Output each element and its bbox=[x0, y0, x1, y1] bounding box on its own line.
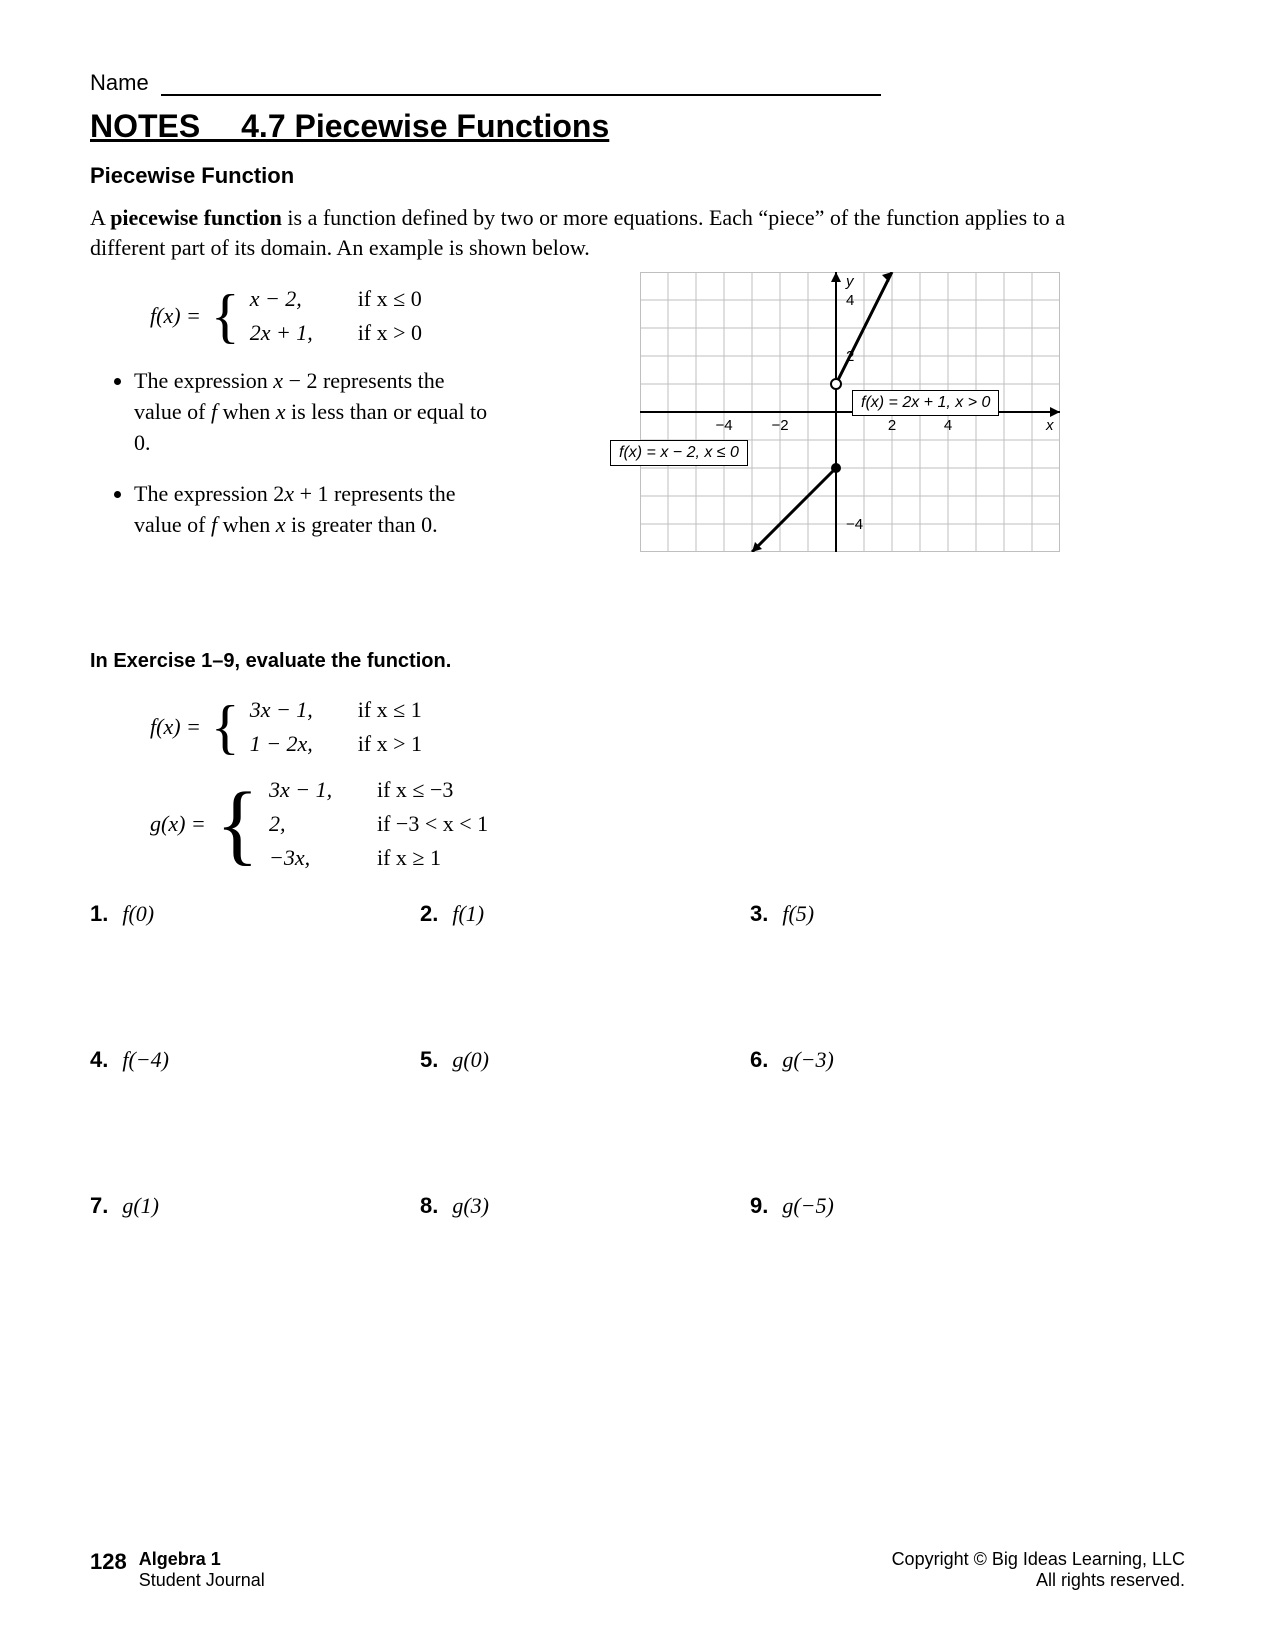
svg-text:2: 2 bbox=[888, 417, 896, 434]
problem-number: 9. bbox=[750, 1193, 768, 1219]
f-lhs: f(x) = bbox=[150, 714, 201, 740]
case-cond: if −3 < x < 1 bbox=[377, 811, 488, 837]
problem-number: 8. bbox=[420, 1193, 438, 1219]
example-row: f(x) = { x − 2, if x ≤ 0 2x + 1, if x > 0 T… bbox=[90, 262, 1185, 560]
footer-right: Copyright © Big Ideas Learning, LLC All … bbox=[892, 1549, 1185, 1591]
problem-expr: g(0) bbox=[452, 1047, 489, 1073]
copyright-2: All rights reserved. bbox=[892, 1570, 1185, 1591]
case-expr: x − 2, bbox=[250, 286, 340, 312]
problem: 3. f(5) bbox=[750, 901, 1080, 927]
case-expr: 3x − 1, bbox=[269, 777, 359, 803]
svg-text:4: 4 bbox=[944, 417, 952, 434]
problem-expr: g(3) bbox=[452, 1193, 489, 1219]
problems: 1. f(0) 2. f(1) 3. f(5) 4. f(−4) 5. g(0) 6. g(−3) 7.… bbox=[90, 901, 1185, 1219]
problem-number: 7. bbox=[90, 1193, 108, 1219]
page-number: 128 bbox=[90, 1549, 127, 1575]
copyright-1: Copyright © Big Ideas Learning, LLC bbox=[892, 1549, 1185, 1570]
example-cases: x − 2, if x ≤ 0 2x + 1, if x > 0 bbox=[250, 286, 422, 346]
g-piecewise: g(x) = { 3x − 1, if x ≤ −3 2, if −3 < x < 1… bbox=[150, 777, 1185, 871]
problem-number: 2. bbox=[420, 901, 438, 927]
case-cond: if x ≥ 1 bbox=[377, 845, 441, 871]
example-right: −4−22442−4xy f(x) = x − 2, x ≤ 0 f(x) = … bbox=[640, 262, 1110, 552]
problem-expr: g(−3) bbox=[782, 1047, 834, 1073]
name-label: Name bbox=[90, 70, 149, 95]
example-bullets: The expression x − 2 represents the valu… bbox=[90, 366, 610, 540]
problem: 8. g(3) bbox=[420, 1193, 750, 1219]
problem: 4. f(−4) bbox=[90, 1047, 420, 1073]
problem: 2. f(1) bbox=[420, 901, 750, 927]
svg-text:−2: −2 bbox=[771, 417, 788, 434]
g-cases: 3x − 1, if x ≤ −3 2, if −3 < x < 1 −3x, if x … bbox=[269, 777, 488, 871]
graph: −4−22442−4xy f(x) = x − 2, x ≤ 0 f(x) = … bbox=[640, 272, 1060, 552]
problem-expr: g(1) bbox=[122, 1193, 159, 1219]
problem-expr: f(0) bbox=[122, 901, 154, 927]
exercise-header: In Exercise 1–9, evaluate the function. bbox=[90, 650, 1185, 673]
problem-number: 1. bbox=[90, 901, 108, 927]
footer-book: Algebra 1 Student Journal bbox=[139, 1549, 265, 1591]
example-lhs: f(x) = bbox=[150, 303, 201, 329]
bullet-item: The expression 2x + 1 represents the val… bbox=[134, 479, 494, 541]
problem-expr: g(−5) bbox=[782, 1193, 834, 1219]
f-cases: 3x − 1, if x ≤ 1 1 − 2x, if x > 1 bbox=[250, 697, 422, 757]
graph-label-2: f(x) = 2x + 1, x > 0 bbox=[852, 390, 999, 416]
brace-icon: { bbox=[211, 301, 240, 331]
bullet-item: The expression x − 2 represents the valu… bbox=[134, 366, 494, 458]
footer: 128 Algebra 1 Student Journal Copyright … bbox=[90, 1549, 1185, 1591]
problem-expr: f(5) bbox=[782, 901, 814, 927]
problem-number: 4. bbox=[90, 1047, 108, 1073]
worksheet-page: Name NOTES 4.7 Piecewise Functions Piece… bbox=[0, 0, 1275, 1651]
problem: 7. g(1) bbox=[90, 1193, 420, 1219]
case-cond: if x ≤ −3 bbox=[377, 777, 453, 803]
example-left: f(x) = { x − 2, if x ≤ 0 2x + 1, if x > 0 T… bbox=[90, 262, 610, 560]
book-sub: Student Journal bbox=[139, 1570, 265, 1591]
name-underline bbox=[161, 94, 881, 96]
problem-number: 5. bbox=[420, 1047, 438, 1073]
case-cond: if x ≤ 1 bbox=[358, 697, 422, 723]
footer-left: 128 Algebra 1 Student Journal bbox=[90, 1549, 265, 1591]
svg-text:−4: −4 bbox=[715, 417, 732, 434]
problem-number: 6. bbox=[750, 1047, 768, 1073]
example-piecewise: f(x) = { x − 2, if x ≤ 0 2x + 1, if x > 0 bbox=[150, 286, 610, 346]
case-expr: 2, bbox=[269, 811, 359, 837]
case-cond: if x > 1 bbox=[358, 731, 422, 757]
svg-text:x: x bbox=[1045, 417, 1054, 434]
name-field: Name bbox=[90, 70, 1185, 96]
svg-text:4: 4 bbox=[846, 292, 854, 309]
case-cond: if x > 0 bbox=[358, 320, 422, 346]
graph-label-1: f(x) = x − 2, x ≤ 0 bbox=[610, 440, 748, 466]
book-title: Algebra 1 bbox=[139, 1549, 265, 1570]
case-cond: if x ≤ 0 bbox=[358, 286, 422, 312]
svg-text:−4: −4 bbox=[846, 516, 863, 533]
brace-icon: { bbox=[216, 802, 259, 847]
section-title: Piecewise Function bbox=[90, 163, 1185, 189]
case-expr: −3x, bbox=[269, 845, 359, 871]
problem: 6. g(−3) bbox=[750, 1047, 1080, 1073]
problem: 5. g(0) bbox=[420, 1047, 750, 1073]
brace-icon: { bbox=[211, 712, 240, 742]
problem-expr: f(−4) bbox=[122, 1047, 169, 1073]
svg-text:y: y bbox=[845, 273, 855, 290]
problem-expr: f(1) bbox=[452, 901, 484, 927]
notes-title: NOTES 4.7 Piecewise Functions bbox=[90, 108, 1185, 145]
case-expr: 1 − 2x, bbox=[250, 731, 340, 757]
g-lhs: g(x) = bbox=[150, 811, 206, 837]
problem: 1. f(0) bbox=[90, 901, 420, 927]
problem: 9. g(−5) bbox=[750, 1193, 1080, 1219]
f-piecewise: f(x) = { 3x − 1, if x ≤ 1 1 − 2x, if x > 1 bbox=[150, 697, 1185, 757]
case-expr: 2x + 1, bbox=[250, 320, 340, 346]
case-expr: 3x − 1, bbox=[250, 697, 340, 723]
definition-text: A piecewise function is a function defin… bbox=[90, 203, 1070, 262]
problem-number: 3. bbox=[750, 901, 768, 927]
